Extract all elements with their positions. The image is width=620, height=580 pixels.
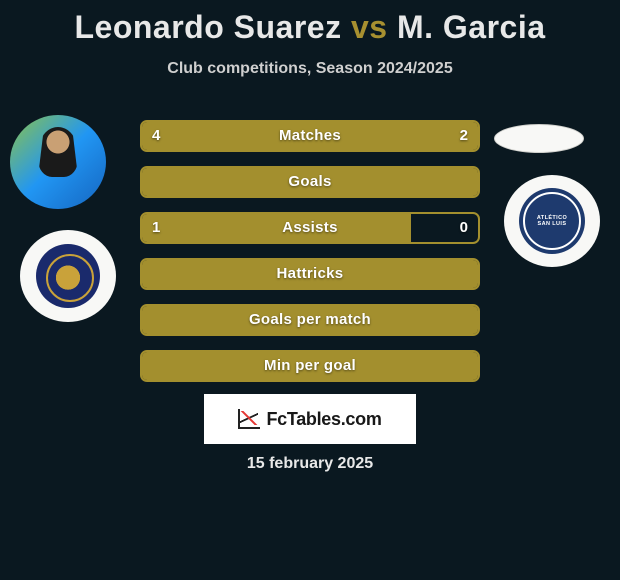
stat-row: Min per goal (140, 350, 480, 382)
stat-label: Assists (142, 214, 478, 242)
title-player1: Leonardo Suarez (74, 9, 341, 45)
club2-emblem-icon: ATLÉTICO SAN LUIS (519, 188, 585, 254)
title-player2: M. Garcia (397, 9, 546, 45)
brand-box[interactable]: FcTables.com (204, 394, 416, 444)
stat-value-left: 4 (152, 122, 160, 150)
stats-chart: Matches4 2 Goals Assists1 0 Hattricks Goals pe… (140, 120, 480, 396)
stat-label: Min per goal (142, 352, 478, 380)
player2-photo-placeholder (494, 124, 584, 153)
stat-label: Goals per match (142, 306, 478, 334)
stat-row: Goals per match (140, 304, 480, 336)
stat-label: Matches (142, 122, 478, 150)
player1-photo (10, 115, 106, 209)
brand-text: FcTables.com (266, 409, 381, 430)
club2-badge: ATLÉTICO SAN LUIS (504, 175, 600, 267)
stat-label: Goals (142, 168, 478, 196)
stat-value-right: 0 (460, 214, 468, 242)
page-title: Leonardo Suarez vs M. Garcia (0, 0, 620, 46)
stat-row: Matches4 2 (140, 120, 480, 152)
stat-row: Hattricks (140, 258, 480, 290)
fctables-logo-icon (238, 409, 260, 429)
club1-badge (20, 230, 116, 322)
stat-value-left: 1 (152, 214, 160, 242)
subtitle: Club competitions, Season 2024/2025 (0, 60, 620, 78)
date-text: 15 february 2025 (0, 455, 620, 473)
club1-emblem-icon (36, 244, 100, 308)
stat-row: Assists1 0 (140, 212, 480, 244)
title-vs: vs (351, 9, 388, 45)
stat-value-right: 2 (460, 122, 468, 150)
stat-label: Hattricks (142, 260, 478, 288)
stat-row: Goals (140, 166, 480, 198)
